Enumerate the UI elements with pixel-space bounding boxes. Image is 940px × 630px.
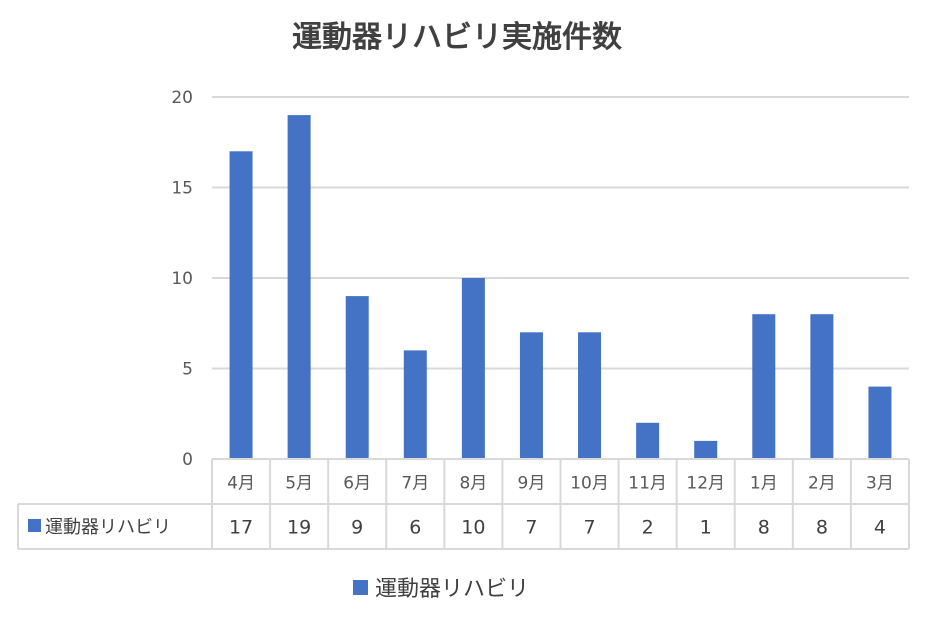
data-label: 8 <box>816 517 828 539</box>
bar <box>810 314 834 459</box>
y-tick-label: 20 <box>171 88 193 108</box>
chart-title: 運動器リハビリ実施件数 <box>292 20 623 55</box>
y-axis: 0 5 10 15 20 <box>171 88 193 470</box>
data-label: 19 <box>287 517 311 539</box>
data-label: 10 <box>461 517 485 539</box>
bar <box>752 314 776 459</box>
bar <box>345 296 369 459</box>
category-label: 12月 <box>686 474 725 494</box>
legend-label: 運動器リハビリ <box>375 577 529 602</box>
y-tick-label: 0 <box>182 450 193 470</box>
gridlines <box>212 96 909 370</box>
bar <box>461 278 485 459</box>
category-label: 2月 <box>808 474 836 494</box>
category-label: 8月 <box>459 474 487 494</box>
category-label: 1月 <box>750 474 778 494</box>
bar <box>287 115 311 459</box>
bar <box>578 332 602 459</box>
data-label: 7 <box>583 517 595 539</box>
data-label: 7 <box>525 517 537 539</box>
bar <box>519 332 543 459</box>
bar <box>694 440 718 459</box>
bar <box>229 151 253 460</box>
y-tick-label: 15 <box>171 179 193 199</box>
data-label: 1 <box>700 517 712 539</box>
category-label: 5月 <box>285 474 313 494</box>
data-label: 17 <box>229 517 253 539</box>
table-series-name: 運動器リハビリ <box>45 517 171 538</box>
data-label: 8 <box>758 517 770 539</box>
category-label: 6月 <box>343 474 371 494</box>
y-tick-label: 10 <box>171 269 193 289</box>
bars <box>229 115 892 460</box>
bar <box>636 422 660 459</box>
legend: 運動器リハビリ <box>353 577 529 602</box>
data-table: 4月 5月 6月 7月 8月 9月 10月 11月 12月 1月 2月 3月 17 19 9 6 10 7 7 2 1 8… <box>17 458 910 550</box>
category-label: 9月 <box>518 474 546 494</box>
category-label: 10月 <box>570 474 609 494</box>
bar <box>403 350 427 459</box>
table-series-swatch <box>28 519 41 532</box>
data-label: 2 <box>642 517 654 539</box>
legend-swatch <box>353 580 368 595</box>
y-tick-label: 5 <box>182 360 193 380</box>
category-label: 4月 <box>227 474 255 494</box>
data-label: 6 <box>409 517 421 539</box>
category-label: 3月 <box>866 474 894 494</box>
bar <box>868 386 892 459</box>
data-label: 9 <box>351 517 363 539</box>
data-label: 4 <box>874 517 886 539</box>
category-label: 7月 <box>401 474 429 494</box>
category-label: 11月 <box>628 474 667 494</box>
